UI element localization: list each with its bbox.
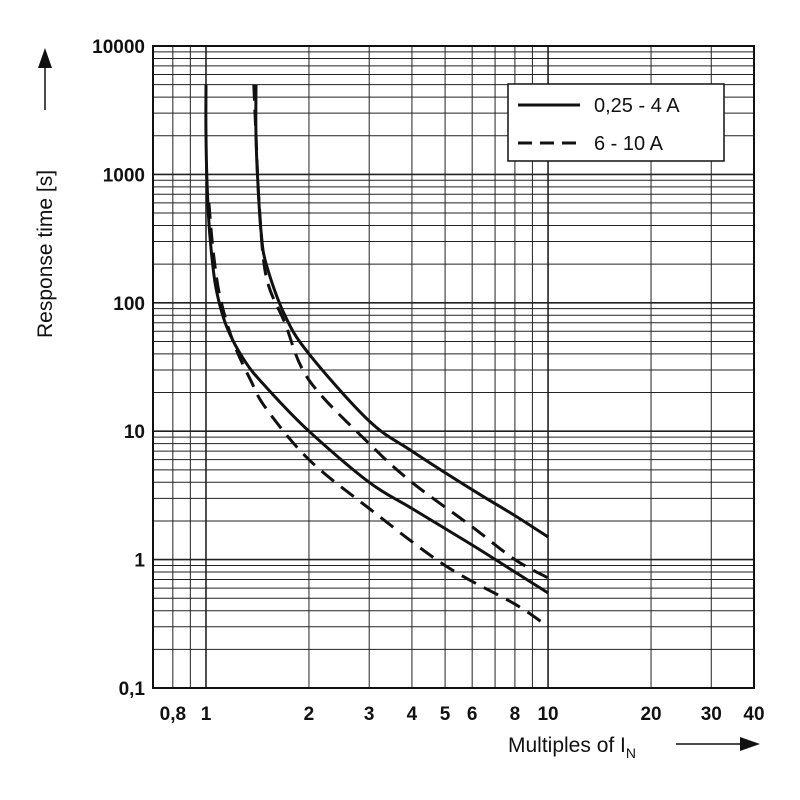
x-tick-label: 0,8 — [160, 704, 186, 725]
y-tick-label: 1 — [134, 551, 145, 572]
x-tick-label: 6 — [467, 704, 478, 725]
curve-dashed-3 — [252, 84, 549, 580]
y-tick-label: 10 — [124, 422, 145, 443]
x-tick-label: 5 — [440, 704, 451, 725]
x-axis-title: Multiples of IN — [508, 734, 636, 761]
x-tick-label: 30 — [701, 704, 722, 725]
curves — [204, 84, 549, 628]
legend-label-solid: 0,25 - 4 A — [594, 95, 680, 117]
legend-box — [507, 83, 725, 162]
x-axis-title-main: Multiples of I — [508, 734, 626, 757]
y-tick-label: 0,1 — [119, 679, 146, 700]
y-tick-label: 100 — [113, 294, 145, 315]
x-tick-label: 8 — [510, 704, 521, 725]
x-axis-title-subscript: N — [626, 745, 636, 761]
curve-solid-1 — [254, 84, 549, 539]
y-tick-label: 1000 — [103, 165, 145, 186]
x-tick-label: 20 — [640, 704, 661, 725]
y-axis-title: Response time [s] — [34, 170, 57, 338]
y-tick-labels: 0,1 1 10 100 1000 10000 — [92, 37, 145, 700]
x-tick-label: 40 — [743, 704, 764, 725]
x-tick-label: 2 — [304, 704, 315, 725]
x-tick-label: 4 — [407, 704, 418, 725]
x-tick-label: 10 — [537, 704, 558, 725]
y-tick-label: 10000 — [92, 37, 145, 58]
legend-label-dashed: 6 - 10 A — [594, 133, 664, 155]
x-tick-labels: 0,8 1 2 3 4 5 6 8 10 20 30 40 — [160, 704, 765, 725]
plot-frame — [152, 45, 755, 689]
x-tick-label: 3 — [364, 704, 375, 725]
x-tick-label: 1 — [201, 704, 212, 725]
x-axis-arrow — [676, 737, 760, 751]
curve-solid-0 — [204, 84, 549, 595]
curve-dashed-2 — [207, 202, 549, 628]
y-axis-arrow — [38, 48, 52, 110]
legend: 0,25 - 4 A 6 - 10 A — [507, 83, 725, 162]
